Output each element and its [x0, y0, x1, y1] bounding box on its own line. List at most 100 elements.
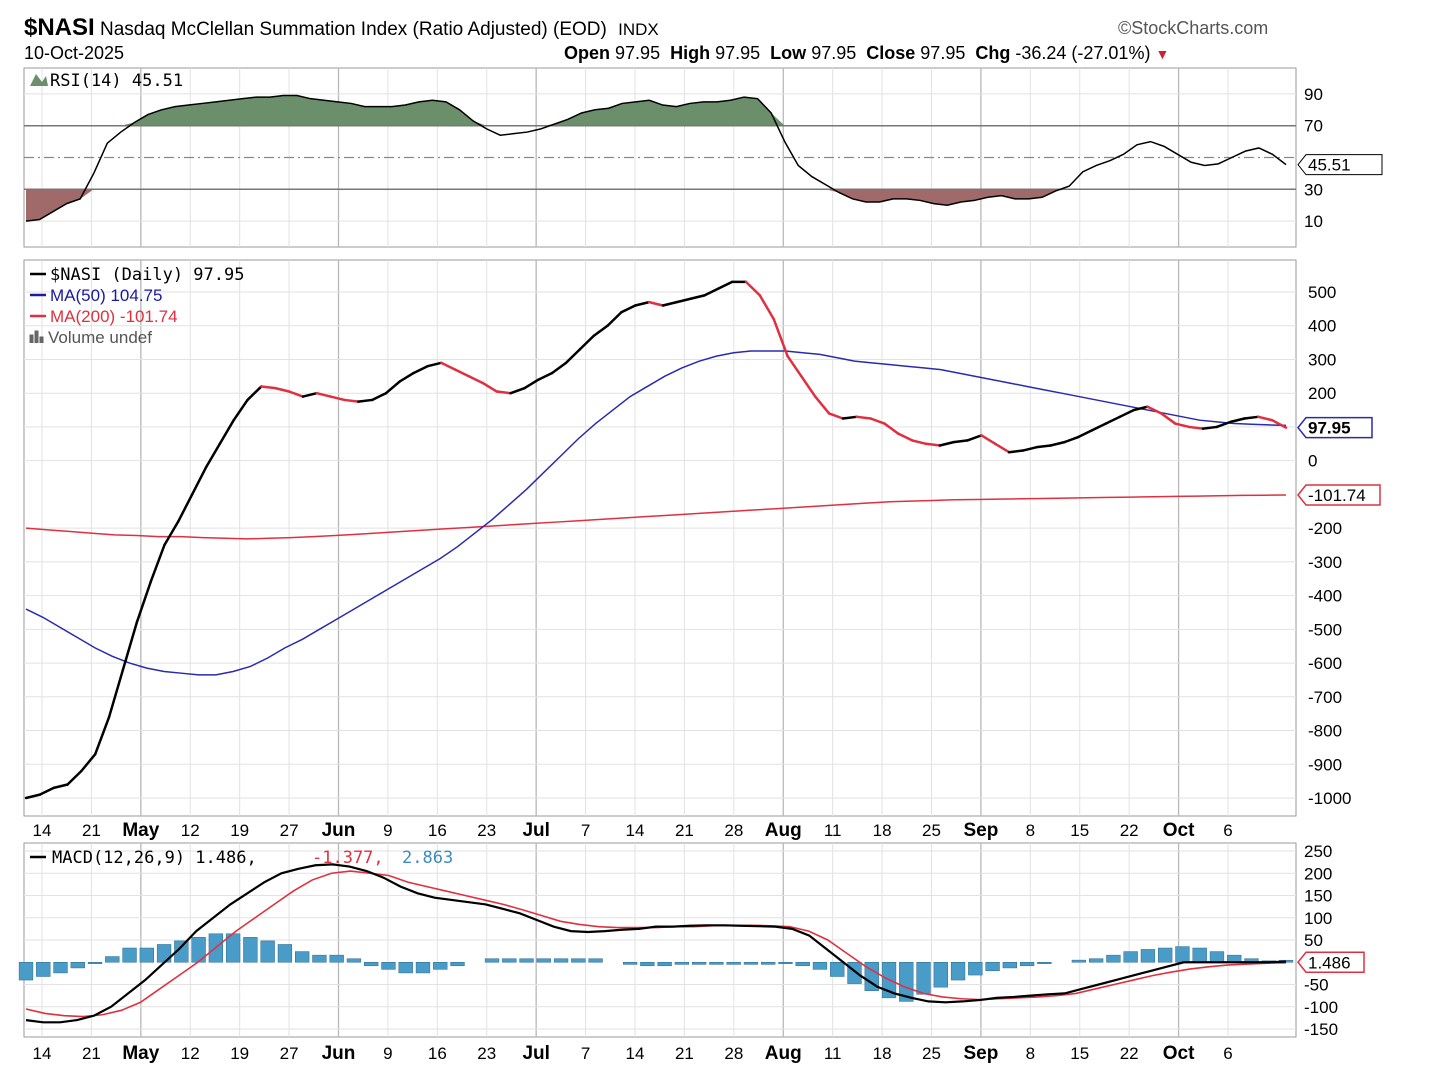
exchange: INDX [618, 20, 659, 39]
nasi-line-segment [135, 580, 152, 624]
nasi-value-tag [1297, 416, 1373, 439]
x-tick-label: Aug [765, 1043, 802, 1064]
x-tick-label: 8 [1026, 1044, 1035, 1063]
nasi-line-segment [661, 300, 679, 307]
nasi-line-segment [149, 543, 166, 584]
x-tick-label: 28 [724, 1044, 743, 1063]
macd-histogram-bar [295, 951, 310, 963]
nasi-line-segment [190, 466, 208, 496]
nasi-line-segment [121, 621, 139, 672]
macd-histogram-bar [640, 962, 655, 967]
nasi-line-segment [509, 386, 526, 395]
low-label: Low [770, 43, 807, 63]
main-y-tick-label: 400 [1308, 317, 1336, 336]
nasi-line-segment [910, 439, 928, 446]
x-tick-label: 21 [82, 1044, 101, 1063]
nasi-line-segment [855, 415, 872, 420]
x-tick-label: 22 [1120, 821, 1139, 840]
x-tick-label: 25 [922, 821, 941, 840]
macd-histogram-bar [1209, 951, 1225, 963]
nasi-line-segment [841, 415, 859, 420]
nasi-line-segment [1090, 422, 1108, 432]
x-tick-label: Jul [522, 820, 549, 841]
nasi-line-segment [869, 417, 886, 425]
nasi-line-segment [578, 334, 595, 351]
macd-histogram-bar [1106, 954, 1121, 963]
main-y-tick-label: -600 [1308, 654, 1342, 673]
x-tick-label: 14 [626, 1044, 645, 1063]
nasi-line-segment [412, 364, 429, 375]
nasi-line-segment [938, 440, 955, 447]
macd-histogram-bar [1071, 959, 1087, 963]
x-tick-label: 22 [1120, 1044, 1139, 1063]
macd-histogram-bar [933, 962, 948, 988]
macd-histogram-bar [87, 962, 103, 964]
macd-y-tick-label: 250 [1304, 842, 1332, 861]
nasi-line-segment [897, 432, 914, 442]
nasi-line-segment [1132, 405, 1149, 412]
x-tick-label: 21 [82, 821, 101, 840]
macd-histogram-bar [381, 962, 396, 970]
volume-legend-icon [29, 330, 44, 343]
macd-line [25, 863, 1287, 1024]
macd-histogram-bar [1158, 947, 1173, 963]
macd-histogram-bar [588, 958, 603, 963]
macd-histogram-bar [830, 962, 845, 977]
nasi-line-segment [1201, 425, 1219, 430]
x-tick-label: 19 [230, 1044, 249, 1063]
nasi-line-segment [163, 520, 180, 547]
nasi-line-segment [606, 310, 623, 327]
nasi-line-segment [1215, 420, 1232, 429]
main-y-tick-label: -1000 [1308, 789, 1351, 808]
nasi-line-segment [260, 385, 277, 390]
nasi-line-segment [1146, 405, 1163, 415]
main-y-tick-label: -200 [1308, 519, 1342, 538]
x-tick-label: Jul [522, 1043, 549, 1064]
macd-histogram-bar [415, 962, 431, 974]
x-tick-label: 11 [824, 821, 842, 840]
low-value: 97.95 [811, 43, 857, 63]
main-y-tick-label: 0 [1308, 452, 1317, 471]
nasi-line-segment [1229, 417, 1246, 424]
nasi-value-tag-label: 97.95 [1308, 419, 1351, 438]
macd-histogram-bar [916, 962, 931, 995]
x-tick-label: 27 [280, 1044, 299, 1063]
nasi-line-segment [633, 300, 651, 307]
rsi-y-tick-label: 70 [1304, 117, 1323, 136]
nasi-line-segment [218, 418, 235, 446]
macd-y-tick-label: 50 [1304, 931, 1323, 950]
main-legend-item: MA(50) 104.75 [50, 286, 162, 305]
nasi-line-segment [550, 361, 568, 375]
x-tick-label: 15 [1070, 1044, 1089, 1063]
macd-histogram-bar [657, 962, 672, 967]
nasi-line-segment [564, 348, 582, 365]
x-tick-label: Jun [322, 820, 356, 841]
macd-histogram-bar [70, 962, 85, 969]
nasi-line-segment [204, 442, 222, 469]
main-y-tick-label: 200 [1308, 384, 1336, 403]
ohlc-row: Open 97.95 High 97.95 Low 97.95 Close 97… [564, 43, 1169, 64]
macd-y-tick-label: 100 [1304, 909, 1332, 928]
x-tick-label: 19 [230, 821, 249, 840]
rsi-oversold-fill [26, 189, 1286, 222]
x-tick-label: Oct [1163, 820, 1195, 841]
nasi-line-segment [440, 361, 457, 371]
main-legend-item: MA(200) -101.74 [50, 307, 178, 326]
macd-histogram-bar [1192, 947, 1207, 963]
nasi-line-segment [38, 786, 55, 796]
nasi-line-segment [467, 375, 485, 385]
nasi-line-segment [993, 442, 1011, 454]
nasi-line-segment [1257, 415, 1274, 422]
nasi-line-segment [620, 304, 637, 314]
x-tick-label: 7 [581, 821, 590, 840]
nasi-line-segment [966, 434, 983, 442]
main-y-tick-label: -400 [1308, 587, 1342, 606]
macd-histogram-bar [346, 958, 362, 963]
high-label: High [670, 43, 711, 63]
macd-histogram-bar [1019, 962, 1035, 967]
x-tick-label: 14 [33, 821, 52, 840]
nasi-line-segment [744, 280, 762, 297]
macd-histogram-bar [502, 958, 517, 963]
macd-histogram-bar [36, 962, 51, 977]
